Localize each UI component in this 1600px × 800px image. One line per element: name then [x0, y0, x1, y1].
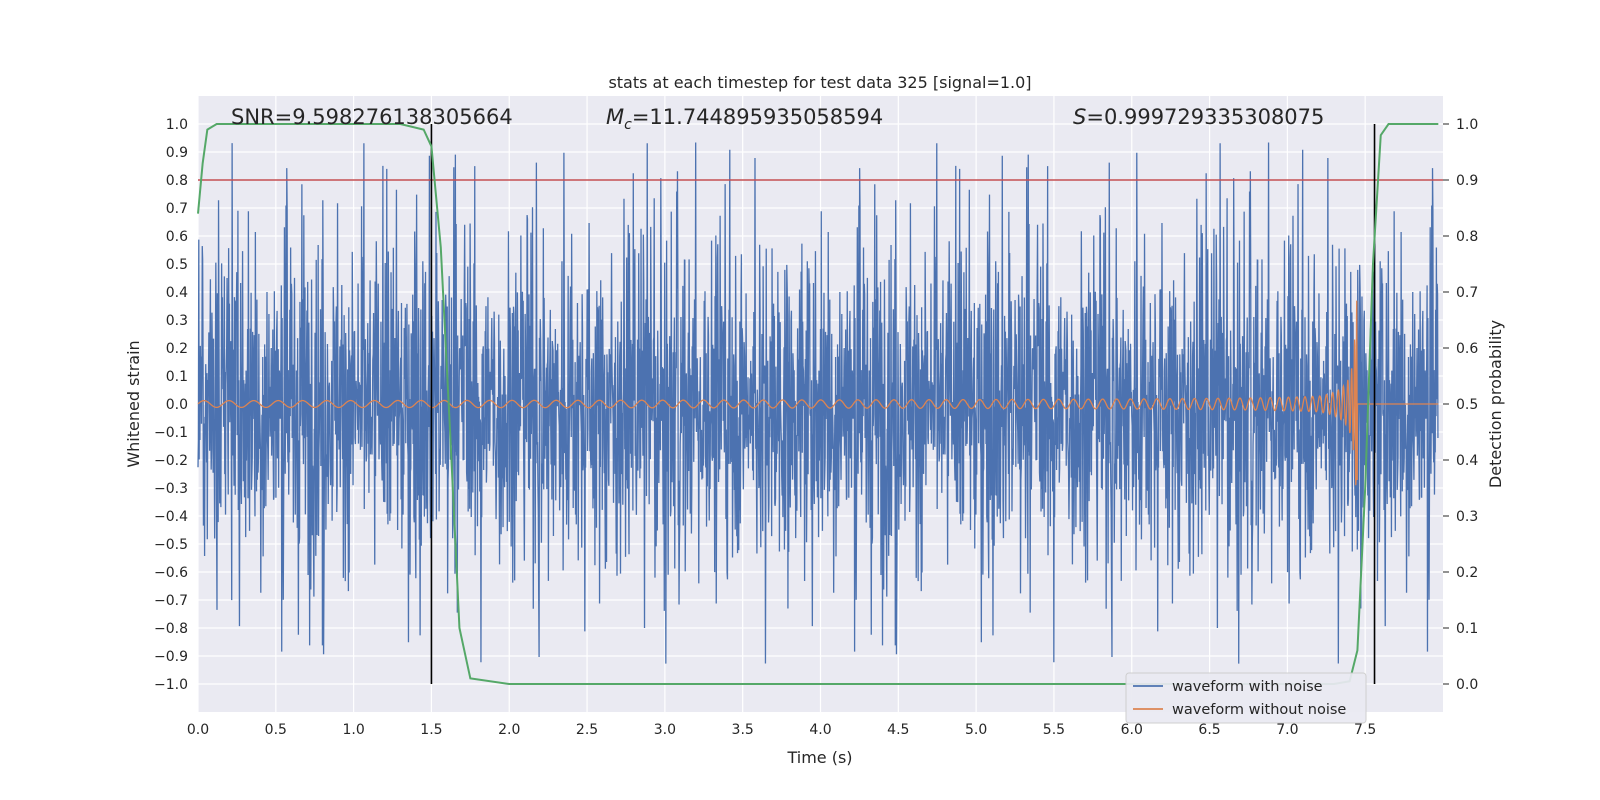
y-tick-label: −0.4: [154, 509, 188, 525]
noisy-waveform-line: [197, 142, 1439, 664]
y-tick-label: −1.0: [154, 677, 188, 693]
y-tick-label: −0.1: [154, 425, 188, 441]
y-tick-label: 0.0: [166, 397, 188, 413]
x-tick-label: 3.5: [732, 722, 754, 738]
snr-annotation: SNR=9.598276138305664: [231, 105, 513, 129]
score-annotation: S=0.999729335308075: [1073, 105, 1324, 129]
x-tick-label: 7.5: [1354, 722, 1376, 738]
x-axis-label: Time (s): [786, 748, 852, 767]
y-tick-label: 0.6: [166, 229, 188, 245]
y-tick-label: 0.5: [166, 257, 188, 273]
y-tick-label: −0.5: [154, 537, 188, 553]
y-tick-label: 0.3: [166, 313, 188, 329]
y-tick-label: 0.8: [166, 173, 188, 189]
chirp-mass-symbol: M: [606, 105, 624, 129]
x-tick-label: 5.0: [965, 722, 987, 738]
legend-label-clean: waveform without noise: [1172, 702, 1346, 718]
y-tick-label: 1.0: [166, 117, 188, 133]
y-tick-label: −0.3: [154, 481, 188, 497]
y2-tick-label: 0.9: [1456, 173, 1478, 189]
x-tick-label: 5.5: [1043, 722, 1065, 738]
y2-tick-label: 0.6: [1456, 341, 1478, 357]
legend: waveform with noise waveform without noi…: [1125, 672, 1367, 724]
ticks: 0.0 0.5 1.0 1.5 2.0 2.5 3.0 3.5 4.0 4.5 5.0 5.5 6.0 6…: [154, 117, 1478, 738]
y2-tick-label: 0.3: [1456, 509, 1478, 525]
y2-tick-label: 0.2: [1456, 565, 1478, 581]
x-tick-label: 0.0: [187, 722, 209, 738]
chart-title: stats at each timestep for test data 325…: [608, 73, 1031, 92]
chirp-mass-subscript: c: [624, 117, 632, 133]
x-tick-label: 6.5: [1198, 722, 1220, 738]
y-tick-label: 0.7: [166, 201, 188, 217]
y2-tick-label: 0.4: [1456, 453, 1478, 469]
chirp-mass-value: =11.744895935058594: [632, 105, 883, 129]
data-layer: [197, 123, 1443, 685]
x-tick-label: 2.0: [498, 722, 520, 738]
probability-line: [197, 123, 1439, 685]
x-tick-label: 4.0: [809, 722, 831, 738]
y-tick-label: 0.2: [166, 341, 188, 357]
y-tick-label: −0.8: [154, 621, 188, 637]
y2-tick-label: 0.1: [1456, 621, 1478, 637]
score-symbol: S: [1073, 105, 1086, 129]
y-tick-label: −0.6: [154, 565, 188, 581]
y-tick-label: −0.2: [154, 453, 188, 469]
chirp-mass-annotation: Mc=11.744895935058594: [606, 105, 883, 133]
x-tick-label: 6.0: [1121, 722, 1143, 738]
x-tick-label: 4.5: [887, 722, 909, 738]
score-value: =0.999729335308075: [1086, 105, 1324, 129]
y-tick-label: −0.9: [154, 649, 188, 665]
y-tick-label: −0.7: [154, 593, 188, 609]
x-tick-label: 0.5: [265, 722, 287, 738]
legend-label-noisy: waveform with noise: [1172, 679, 1323, 695]
y-tick-label: 0.9: [166, 145, 188, 161]
legend-box: [1125, 672, 1367, 724]
x-tick-label: 7.0: [1276, 722, 1298, 738]
y2-tick-label: 0.5: [1456, 397, 1478, 413]
clean-waveform-line: [197, 300, 1439, 486]
y-axis-label: Whitened strain: [124, 340, 143, 467]
x-tick-label: 1.0: [342, 722, 364, 738]
y-tick-label: 0.1: [166, 369, 188, 385]
y-tick-label: 0.4: [166, 285, 188, 301]
x-tick-label: 3.0: [654, 722, 676, 738]
y2-tick-label: 0.7: [1456, 285, 1478, 301]
y2-axis-label: Detection probability: [1486, 320, 1505, 488]
y2-tick-label: 0.0: [1456, 677, 1478, 693]
y2-tick-label: 0.8: [1456, 229, 1478, 245]
y2-tick-label: 1.0: [1456, 117, 1478, 133]
x-tick-label: 1.5: [420, 722, 442, 738]
x-tick-label: 2.5: [576, 722, 598, 738]
